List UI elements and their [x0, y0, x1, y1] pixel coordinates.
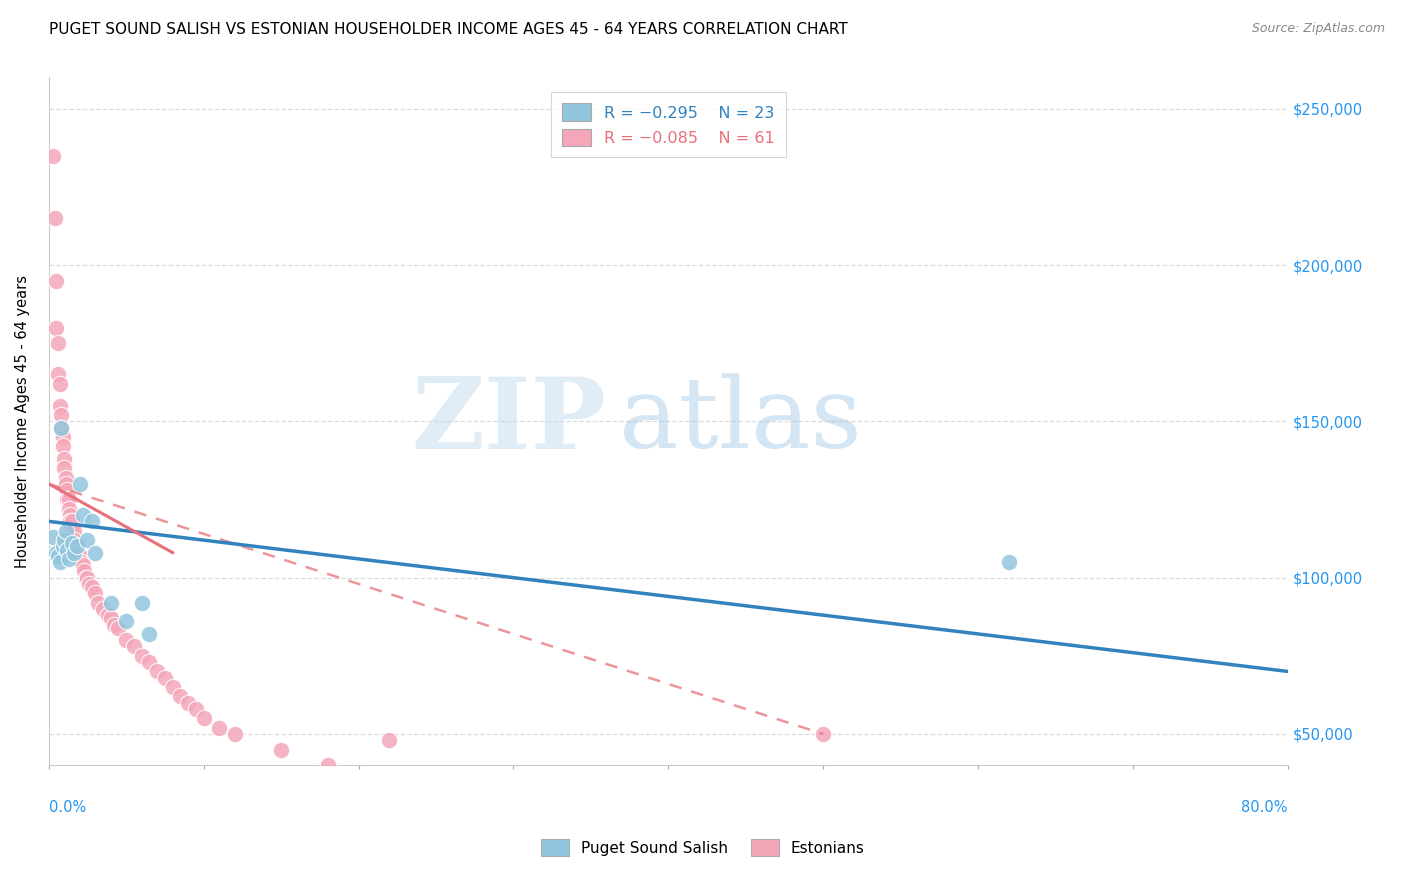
Point [138, 627, 160, 641]
Point [316, 758, 339, 772]
Point [193, 711, 215, 725]
Point [46, 549, 69, 563]
Point [60, 536, 83, 550]
Point [66, 540, 89, 554]
Text: PUGET SOUND SALISH VS ESTONIAN HOUSEHOLDER INCOME AGES 45 - 64 YEARS CORRELATION: PUGET SOUND SALISH VS ESTONIAN HOUSEHOLD… [49, 22, 848, 37]
Point [184, 702, 207, 716]
Point [270, 742, 292, 756]
Point [69, 476, 91, 491]
Point [56, 492, 79, 507]
Point [62, 524, 84, 538]
Point [42, 530, 65, 544]
Point [87, 596, 110, 610]
Point [82, 514, 104, 528]
Point [115, 633, 138, 648]
Point [169, 690, 191, 704]
Point [122, 640, 145, 654]
Point [131, 648, 153, 663]
Point [49, 420, 72, 434]
Text: atlas: atlas [619, 374, 862, 469]
Point [45, 274, 67, 288]
Point [58, 492, 80, 507]
Point [84, 586, 107, 600]
Text: 0.0%: 0.0% [49, 799, 86, 814]
Point [53, 461, 76, 475]
Point [103, 617, 125, 632]
Point [72, 558, 94, 573]
Point [208, 721, 231, 735]
Point [60, 524, 83, 538]
Point [48, 399, 70, 413]
Point [91, 602, 114, 616]
Point [97, 608, 120, 623]
Point [77, 577, 100, 591]
Point [62, 533, 84, 548]
Point [45, 546, 67, 560]
Point [59, 508, 82, 522]
Point [153, 671, 176, 685]
Point [56, 483, 79, 497]
Text: Source: ZipAtlas.com: Source: ZipAtlas.com [1251, 22, 1385, 36]
Point [53, 533, 76, 548]
Point [69, 549, 91, 563]
Y-axis label: Householder Income Ages 45 - 64 years: Householder Income Ages 45 - 64 years [15, 275, 30, 568]
Point [58, 501, 80, 516]
Point [100, 596, 122, 610]
Point [52, 540, 75, 554]
Point [49, 408, 72, 422]
Point [48, 555, 70, 569]
Point [84, 546, 107, 560]
Point [72, 508, 94, 522]
Legend: Puget Sound Salish, Estonians: Puget Sound Salish, Estonians [536, 833, 870, 862]
Point [56, 542, 79, 557]
Point [53, 451, 76, 466]
Point [75, 571, 97, 585]
Point [998, 555, 1021, 569]
Point [59, 514, 82, 528]
Point [146, 665, 169, 679]
Point [60, 514, 83, 528]
Point [62, 546, 84, 560]
Point [162, 680, 184, 694]
Point [70, 555, 93, 569]
Point [131, 596, 153, 610]
Point [100, 611, 122, 625]
Point [49, 420, 72, 434]
Point [52, 430, 75, 444]
Point [73, 565, 96, 579]
Point [45, 320, 67, 334]
Point [177, 696, 200, 710]
Point [66, 540, 89, 554]
Point [46, 336, 69, 351]
Point [48, 376, 70, 391]
Point [224, 727, 246, 741]
Point [76, 533, 98, 548]
Point [138, 655, 160, 669]
Point [58, 552, 80, 566]
Legend: R = −0.295    N = 23, R = −0.085    N = 61: R = −0.295 N = 23, R = −0.085 N = 61 [551, 92, 786, 158]
Point [55, 470, 77, 484]
Point [44, 211, 66, 226]
Point [811, 727, 834, 741]
Point [67, 546, 90, 560]
Point [115, 615, 138, 629]
Point [55, 524, 77, 538]
Point [52, 439, 75, 453]
Point [46, 368, 69, 382]
Point [76, 571, 98, 585]
Point [42, 148, 65, 162]
Text: 80.0%: 80.0% [1241, 799, 1288, 814]
Text: ZIP: ZIP [412, 373, 606, 470]
Point [55, 476, 77, 491]
Point [63, 540, 86, 554]
Point [82, 580, 104, 594]
Point [107, 621, 129, 635]
Point [378, 733, 401, 747]
